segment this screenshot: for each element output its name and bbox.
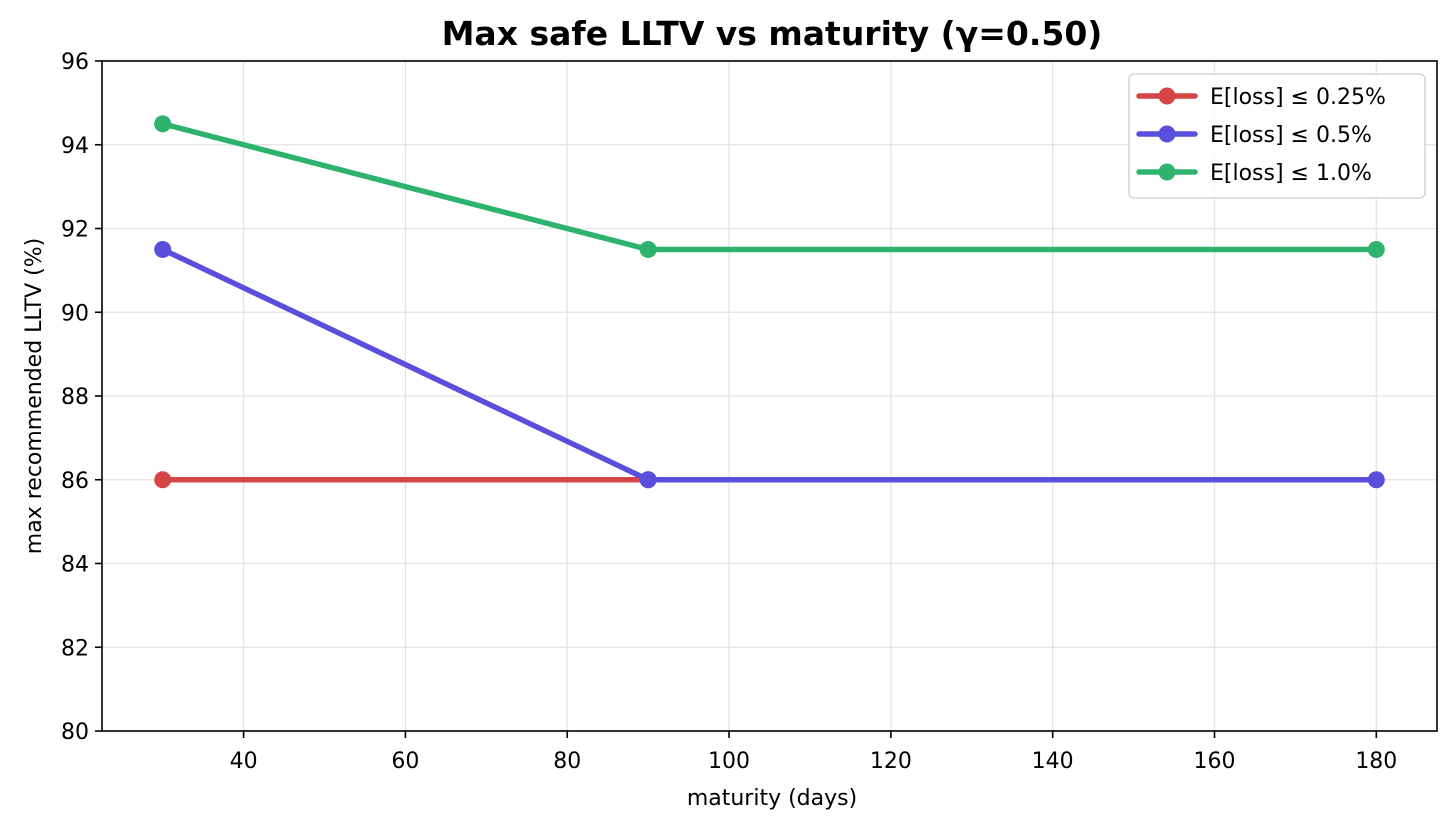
x-tick-label: 40 xyxy=(230,749,258,774)
legend-label: E[loss] ≤ 0.25% xyxy=(1210,85,1386,110)
data-point xyxy=(154,240,172,258)
chart-title: Max safe LLTV vs maturity (γ=0.50) xyxy=(442,14,1103,53)
data-point xyxy=(639,471,657,489)
legend-marker xyxy=(1158,87,1176,105)
legend-label: E[loss] ≤ 0.5% xyxy=(1210,123,1372,148)
data-point xyxy=(1367,240,1385,258)
y-tick-label: 88 xyxy=(61,385,89,410)
legend-item: E[loss] ≤ 0.5% xyxy=(1136,123,1372,148)
legend-item: E[loss] ≤ 1.0% xyxy=(1136,161,1372,186)
data-point xyxy=(154,115,172,133)
x-axis-label: maturity (days) xyxy=(687,786,857,811)
legend-marker xyxy=(1158,125,1176,143)
series-3 xyxy=(154,115,1385,258)
series-layer xyxy=(154,115,1385,489)
x-tick-label: 80 xyxy=(553,749,581,774)
y-tick-label: 80 xyxy=(61,720,89,745)
y-tick-label: 96 xyxy=(61,50,89,75)
y-tick-label: 84 xyxy=(61,553,89,578)
y-tick-label: 86 xyxy=(61,469,89,494)
x-tick-label: 60 xyxy=(391,749,419,774)
legend: E[loss] ≤ 0.25% E[loss] ≤ 0.5% E[loss] ≤ 1… xyxy=(1128,73,1426,199)
y-tick-label: 90 xyxy=(61,301,89,326)
data-point xyxy=(639,240,657,258)
x-tick-label: 120 xyxy=(870,749,912,774)
x-axis: 40 60 80 100 120 140 160 180 xyxy=(230,731,1397,774)
y-tick-label: 92 xyxy=(61,218,89,243)
legend-box xyxy=(1128,73,1426,199)
x-tick-label: 100 xyxy=(708,749,750,774)
x-tick-label: 160 xyxy=(1194,749,1236,774)
y-tick-label: 94 xyxy=(61,134,89,159)
data-point xyxy=(1367,471,1385,489)
x-tick-label: 140 xyxy=(1032,749,1074,774)
y-tick-label: 82 xyxy=(61,636,89,661)
x-tick-label: 180 xyxy=(1355,749,1397,774)
y-axis-label: max recommended LLTV (%) xyxy=(22,238,47,554)
y-axis: 80 82 84 86 88 90 92 94 96 xyxy=(61,50,102,745)
legend-label: E[loss] ≤ 1.0% xyxy=(1210,161,1372,186)
data-point xyxy=(154,471,172,489)
legend-marker xyxy=(1158,163,1176,181)
series-2 xyxy=(154,240,1385,489)
legend-item: E[loss] ≤ 0.25% xyxy=(1136,85,1386,110)
